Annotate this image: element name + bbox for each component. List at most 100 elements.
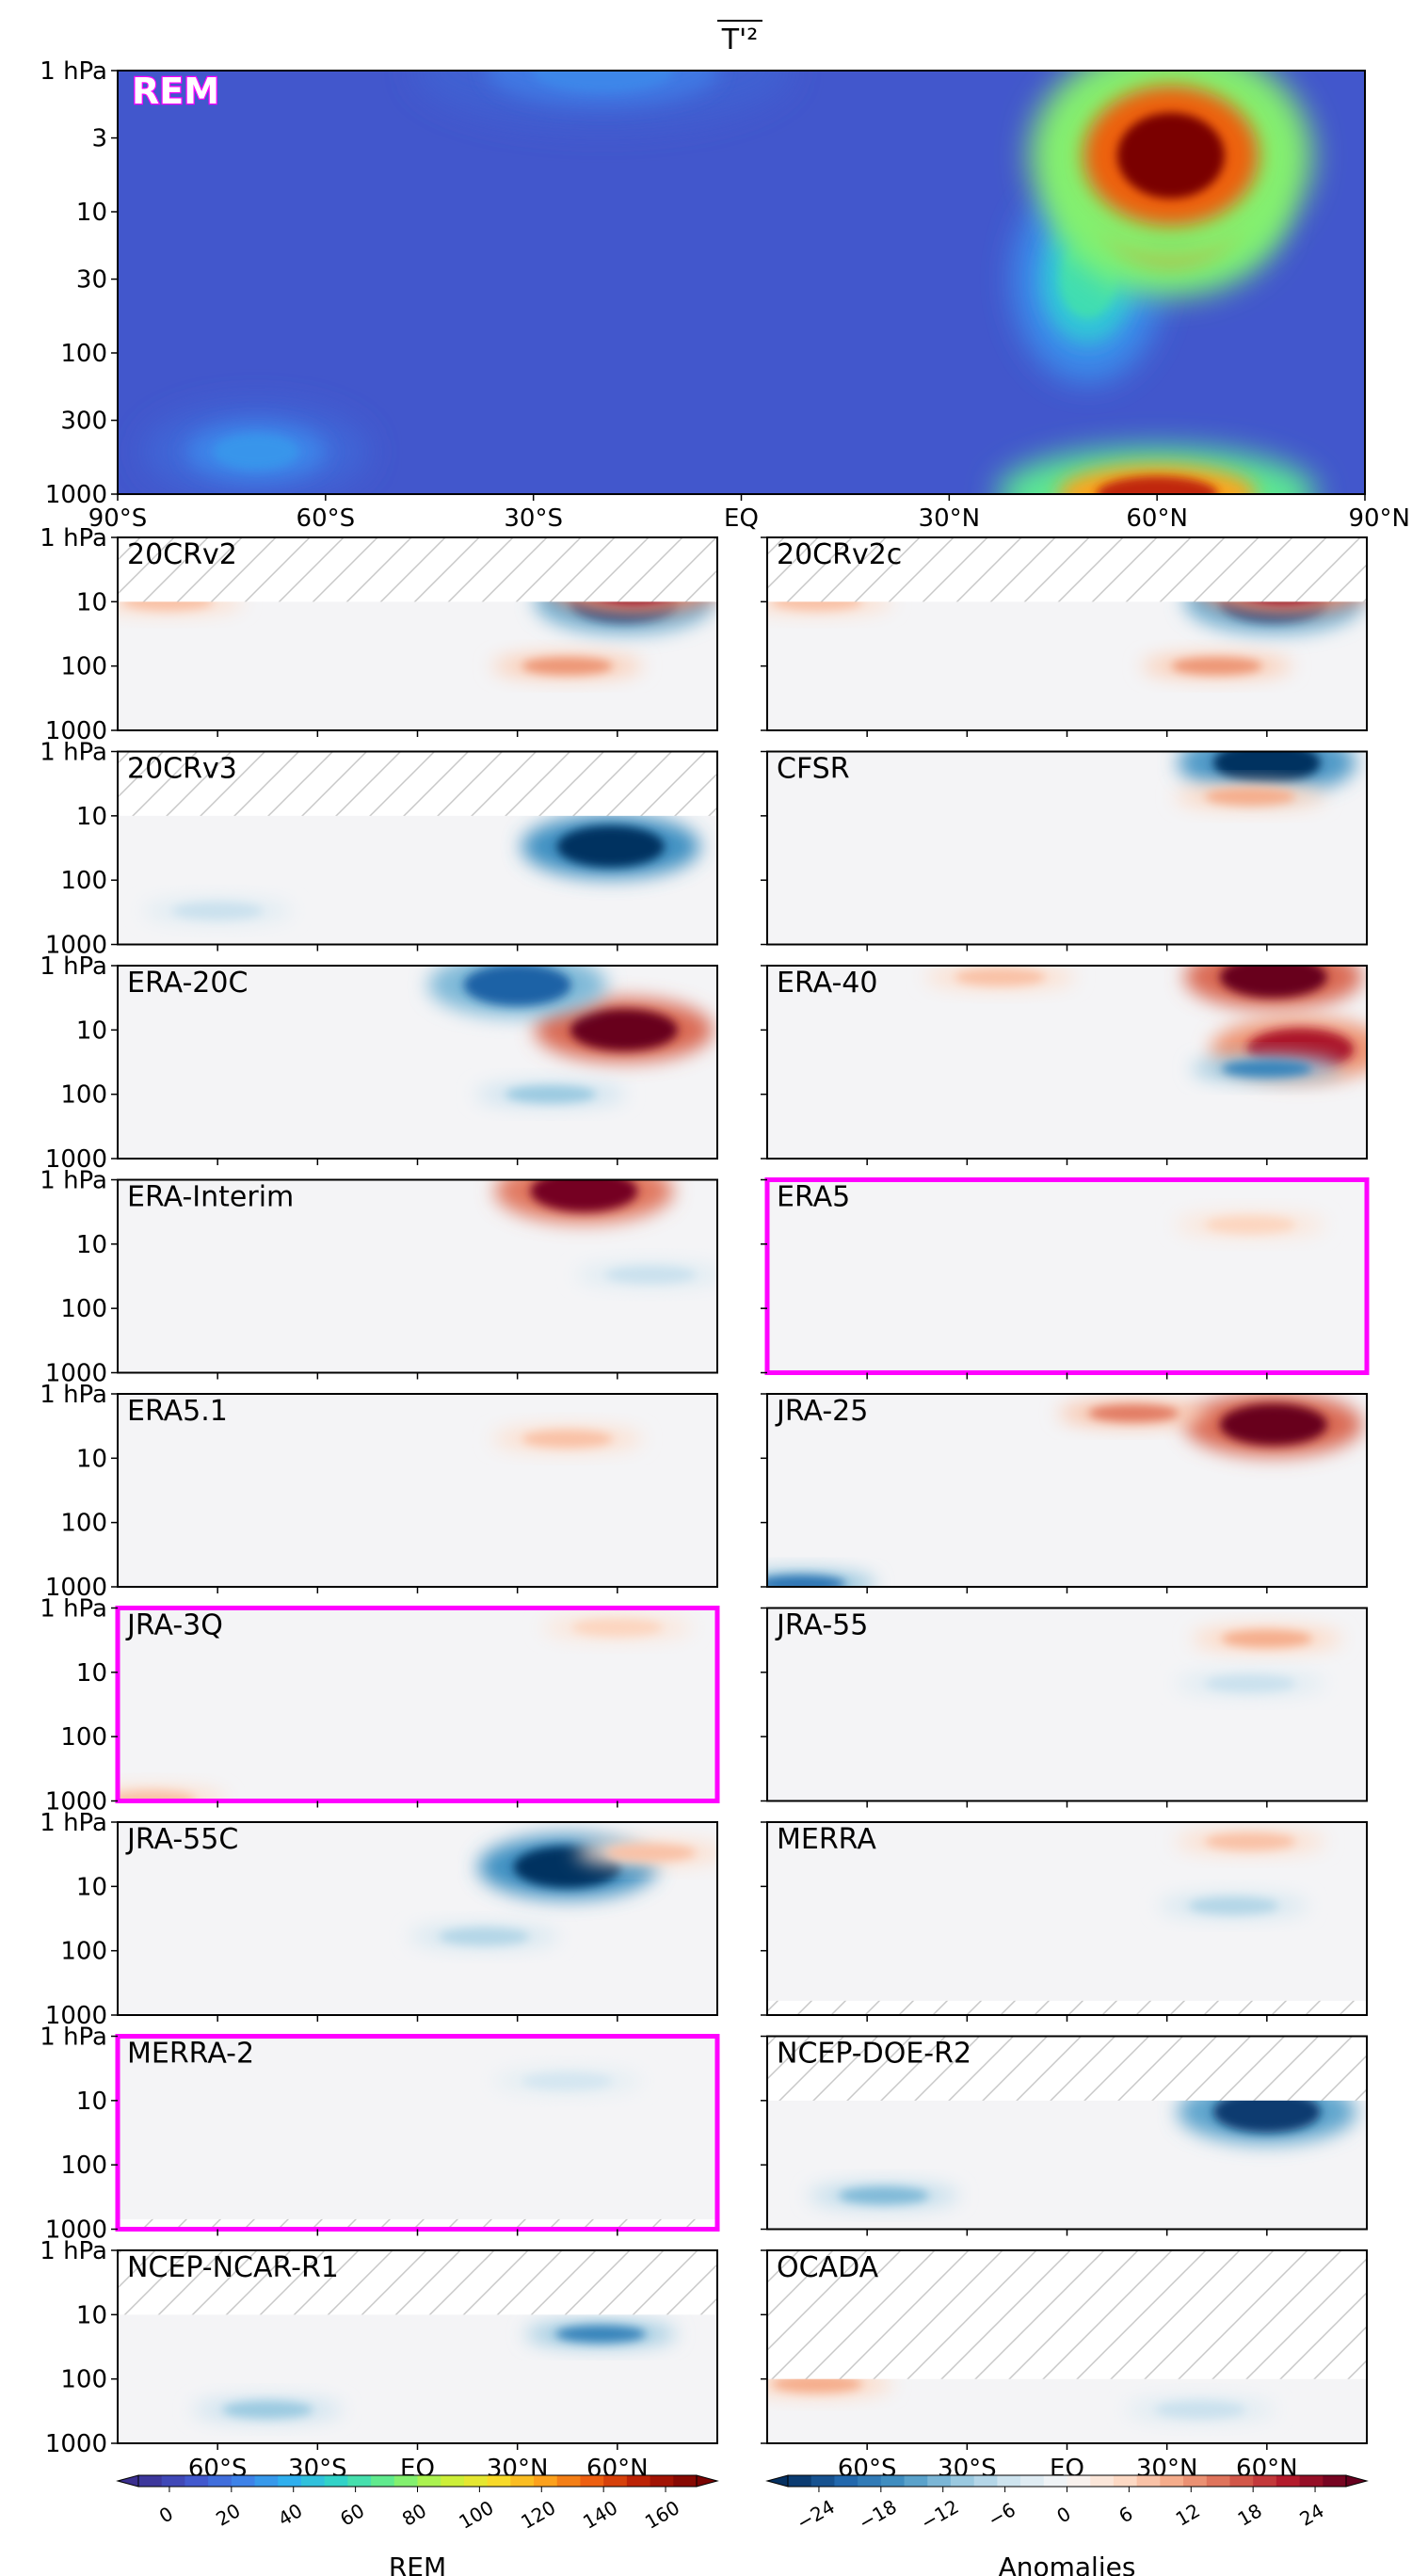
colorbar-segment xyxy=(347,2475,372,2487)
colorbar-segment xyxy=(1206,2475,1231,2487)
panel-era5.1: ERA5.1 1 hPa 10 100 1000 xyxy=(40,1381,718,1602)
rem-latitude-tick: 60°N xyxy=(1126,504,1188,533)
pressure-tick: 1000 xyxy=(45,1360,107,1388)
panel-label: OCADA xyxy=(777,2251,879,2284)
colorbar-segment xyxy=(973,2475,998,2487)
colorbar-segment xyxy=(371,2475,395,2487)
colorbar-segment xyxy=(254,2475,279,2487)
colorbar-segment xyxy=(393,2475,419,2487)
pressure-tick: 1000 xyxy=(45,1574,107,1602)
pressure-tick: 10 xyxy=(76,1016,107,1045)
colorbar-segment xyxy=(534,2475,558,2487)
rem-latitude-tick: 90°S xyxy=(88,504,148,533)
colorbar-extend-max xyxy=(696,2474,719,2488)
pressure-tick: 100 xyxy=(60,1723,107,1752)
anomaly-background xyxy=(118,1394,717,1587)
masked-region xyxy=(118,2218,717,2230)
panel-era-40: ERA-40 xyxy=(761,965,1368,1165)
colorbar-segment xyxy=(417,2475,441,2487)
colorbar-segment xyxy=(858,2475,882,2487)
masked-region xyxy=(118,537,717,602)
anomaly-contour-core xyxy=(439,1928,530,1945)
colorbar-extend-min xyxy=(765,2474,789,2488)
rem-latitude-tick: 60°S xyxy=(297,504,356,533)
panel-jra-3q: JRA-3Q 1 hPa 10 100 1000 xyxy=(40,1595,720,1816)
pressure-tick: 1 hPa xyxy=(40,1381,107,1409)
colorbar-segment xyxy=(788,2475,812,2487)
panel-era5: ERA5 xyxy=(761,1177,1370,1380)
anomaly-contour-core xyxy=(118,1790,197,1801)
pressure-tick: 1 hPa xyxy=(40,739,107,767)
colorbar-segment xyxy=(673,2475,698,2487)
colorbar-segment xyxy=(463,2475,489,2487)
colorbar-segment xyxy=(510,2475,535,2487)
panel-20crv2: 20CRv2 1 hPa 10 100 1000 xyxy=(40,524,718,745)
pressure-tick: 10 xyxy=(76,1231,107,1259)
pressure-tick: 100 xyxy=(60,867,107,895)
colorbar-segment xyxy=(834,2475,858,2487)
pressure-tick: 100 xyxy=(60,1938,107,1966)
pressure-tick: 1 hPa xyxy=(40,952,107,981)
pressure-tick: 1 hPa xyxy=(40,524,107,552)
anomaly-contour-core xyxy=(1221,1060,1312,1078)
rem-pressure-tick: 1000 xyxy=(45,481,107,509)
anomaly-contour-core xyxy=(1155,2401,1246,2419)
colorbar-extend-min xyxy=(116,2474,139,2488)
anomaly-contour-core xyxy=(555,2325,647,2344)
panel-label: MERRA xyxy=(777,1823,876,1856)
colorbar-segment xyxy=(1067,2475,1091,2487)
colorbar-tick: 100 xyxy=(455,2496,497,2534)
colorbar-tick: 60 xyxy=(336,2499,368,2531)
anomaly-contour-core xyxy=(570,1009,678,1051)
anomaly-contour-core xyxy=(463,966,571,1006)
anomaly-contour-core xyxy=(1219,1403,1327,1446)
colorbar-segment xyxy=(185,2475,209,2487)
colorbar-tick: −18 xyxy=(855,2495,901,2535)
colorbar-label: REM xyxy=(389,2552,446,2576)
rem-latitude-tick: 90°N xyxy=(1348,504,1410,533)
rem-contour-core xyxy=(531,71,675,92)
colorbar-segment xyxy=(1020,2475,1045,2487)
panel-label: JRA-25 xyxy=(775,1395,868,1428)
colorbar-tick: 0 xyxy=(155,2502,177,2527)
pressure-tick: 100 xyxy=(60,1510,107,1538)
anomaly-background xyxy=(767,1179,1367,1373)
pressure-tick: 1 hPa xyxy=(40,1167,107,1195)
colorbar-segment xyxy=(580,2475,604,2487)
pressure-tick: 1000 xyxy=(45,1788,107,1816)
panel-label: ERA-Interim xyxy=(127,1181,294,1214)
anomaly-contour-core xyxy=(772,2375,863,2393)
rem-pressure-tick: 100 xyxy=(60,340,107,368)
anomaly-contour-core xyxy=(1188,1896,1279,1915)
colorbar-segment xyxy=(231,2475,256,2487)
anomaly-contour-core xyxy=(1205,788,1296,806)
pressure-tick: 1 hPa xyxy=(40,1809,107,1837)
panel-label: JRA-55 xyxy=(775,1609,868,1642)
panel-merra-2: MERRA-2 1 hPa 10 100 1000 xyxy=(40,2024,720,2245)
pressure-tick: 100 xyxy=(60,2366,107,2394)
colorbar-anomalies: −24 −18 −12 −6 0 6 12 18 24 Anomalies xyxy=(765,2474,1369,2576)
panel-20crv2c: 20CRv2c xyxy=(761,536,1368,737)
anomaly-contour-core xyxy=(571,1618,663,1637)
masked-region xyxy=(767,537,1367,602)
panel-label: 20CRv2c xyxy=(777,538,902,571)
rem-contour-core xyxy=(213,433,299,470)
masked-region xyxy=(767,2000,1367,2015)
rem-latitude-tick: 30°N xyxy=(919,504,981,533)
rem-pressure-tick: 30 xyxy=(76,266,107,295)
colorbar-tick: 40 xyxy=(274,2499,306,2531)
colorbar-tick: 6 xyxy=(1115,2502,1136,2527)
pressure-tick: 1 hPa xyxy=(40,1595,107,1624)
anomaly-contour-core xyxy=(1205,1216,1296,1234)
colorbar-segment xyxy=(278,2475,302,2487)
anomaly-contour-core xyxy=(1212,751,1321,784)
colorbar-segment xyxy=(950,2475,975,2487)
anomaly-contour-core xyxy=(838,2186,929,2204)
rem-contour-core xyxy=(1116,112,1225,199)
colorbar-segment xyxy=(1229,2475,1254,2487)
anomaly-contour-core xyxy=(530,1179,638,1212)
panel-label: ERA5.1 xyxy=(127,1395,228,1428)
anomaly-contour-core xyxy=(521,657,613,675)
colorbar-segment xyxy=(1160,2475,1184,2487)
